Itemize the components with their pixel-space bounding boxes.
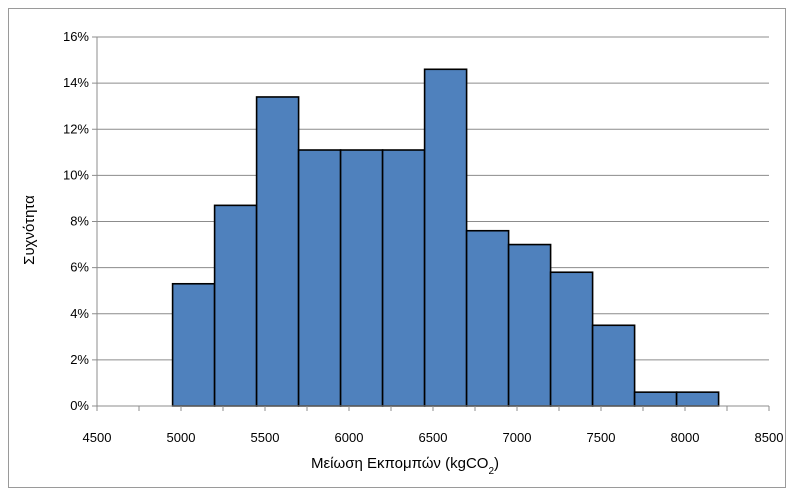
x-tick-label: 6000 [335,430,364,445]
histogram-bar [213,204,258,407]
y-tick-label: 10% [63,167,89,182]
x-tick-labels: 4500 5000 5500 6000 6500 7000 7500 8000 8500 [83,430,784,445]
x-tick-label: 5500 [251,430,280,445]
x-tick-label: 8500 [755,430,784,445]
chart-frame: 0% 2% 4% 6% 8% 10% 12% 14% 16% 4500 5000 5500 6000 6… [8,8,786,488]
y-tick-label: 0% [70,398,89,413]
histogram-bar [381,149,426,407]
y-tick-labels: 0% 2% 4% 6% 8% 10% 12% 14% 16% [63,29,89,413]
histogram-bar [297,149,342,407]
axes [92,36,770,411]
histogram-bar [591,324,636,407]
bars [171,68,720,407]
y-tick-label: 2% [70,352,89,367]
histogram-bar [675,391,720,407]
histogram-chart: 0% 2% 4% 6% 8% 10% 12% 14% 16% 4500 5000 5500 6000 6… [21,29,784,477]
y-axis-title: Συχνότητα [21,195,38,265]
x-tick-label: 4500 [83,430,112,445]
y-tick-label: 6% [70,260,89,275]
histogram-bar [507,243,552,407]
y-tick-label: 4% [70,306,89,321]
histogram-bar [549,271,594,407]
x-tick-label: 7500 [587,430,616,445]
x-tick-label: 7000 [503,430,532,445]
y-tick-label: 14% [63,75,89,90]
histogram-bar [633,391,678,407]
histogram-bar [255,96,300,407]
y-tick-label: 16% [63,29,89,44]
histogram-bar [423,68,468,407]
x-axis-title: Μείωση Εκπομπών (kgCO2) [311,455,499,477]
y-tick-label: 12% [63,121,89,136]
histogram-bar [171,282,216,407]
x-tick-label: 5000 [167,430,196,445]
histogram-bar [339,149,384,407]
x-tick-label: 8000 [671,430,700,445]
histogram-bar [465,229,510,407]
x-tick-label: 6500 [419,430,448,445]
y-tick-label: 8% [70,214,89,229]
